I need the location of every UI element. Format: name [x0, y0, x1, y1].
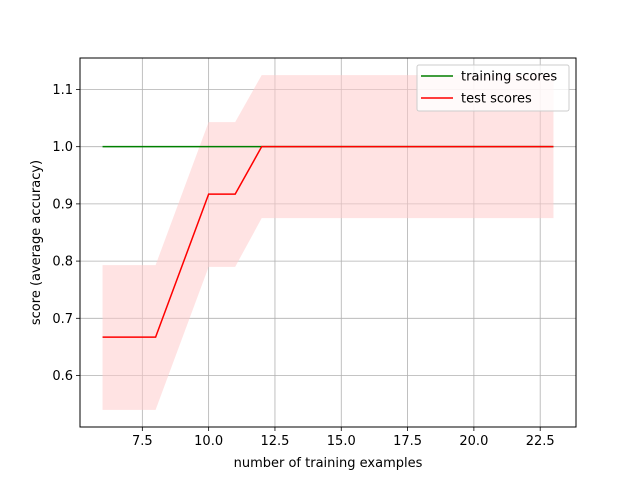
band-test-scores — [102, 75, 554, 410]
y-tick-label: 1.0 — [52, 140, 73, 155]
y-tick-label: 1.1 — [52, 83, 73, 98]
x-axis-label: number of training examples — [234, 456, 423, 471]
axis-ticks: 7.5 10.0 12.5 15.0 17.5 20.0 22.5 0.6 0.7 0.8 0.9 1… — [52, 83, 554, 449]
legend-label-test-scores: test scores — [461, 92, 532, 107]
confidence-bands — [102, 75, 554, 410]
y-tick-label: 0.9 — [52, 197, 73, 212]
x-tick-label: 20.0 — [459, 434, 488, 449]
y-tick-label: 0.7 — [52, 312, 73, 327]
y-tick-label: 0.6 — [52, 369, 73, 384]
y-axis-label: score (average accuracy) — [29, 160, 44, 325]
x-tick-label: 7.5 — [132, 434, 153, 449]
x-tick-label: 15.0 — [327, 434, 356, 449]
legend: training scores test scores — [416, 64, 570, 112]
series-line-test-scores — [102, 145, 554, 338]
x-tick-label: 22.5 — [526, 434, 555, 449]
x-tick-label: 17.5 — [393, 434, 422, 449]
legend-label-training-scores: training scores — [461, 70, 557, 85]
y-tick-label: 0.8 — [52, 255, 73, 270]
x-tick-label: 12.5 — [260, 434, 289, 449]
legend-box — [416, 64, 570, 112]
series-lines — [102, 145, 554, 338]
x-tick-label: 10.0 — [194, 434, 223, 449]
plot-area-frame — [79, 57, 577, 428]
